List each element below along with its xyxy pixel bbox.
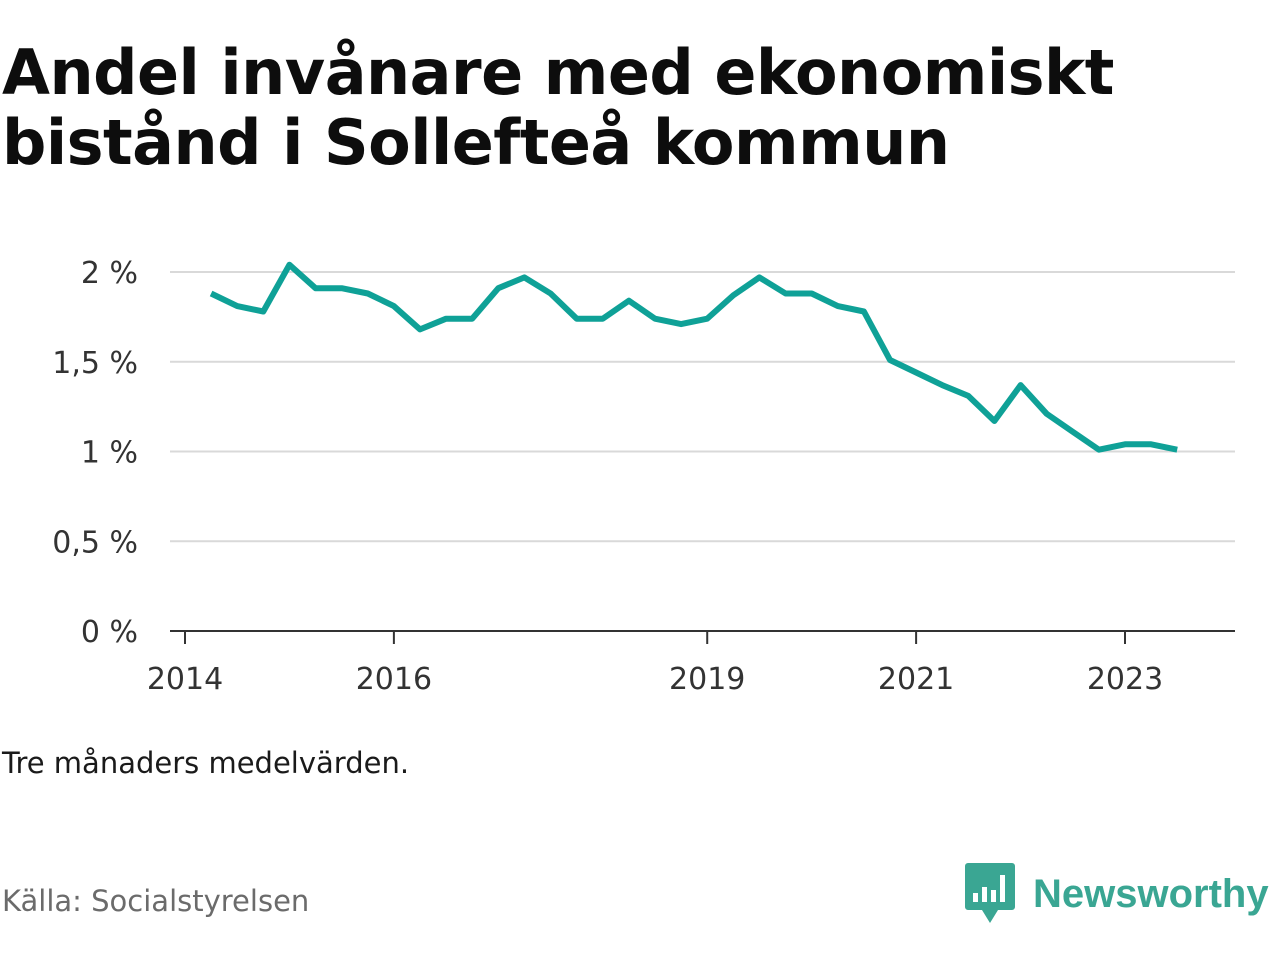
- series-line: [209, 261, 1178, 453]
- y-tick-label: 2 %: [81, 256, 138, 291]
- data-point: [495, 285, 501, 291]
- data-point: [835, 303, 841, 309]
- data-point: [887, 357, 893, 363]
- data-point: [704, 316, 710, 322]
- y-tick-label: 0 %: [81, 615, 138, 650]
- y-tick-label: 1,5 %: [52, 346, 138, 381]
- data-point: [809, 291, 815, 297]
- data-point: [626, 298, 632, 304]
- data-point: [260, 308, 266, 314]
- gridlines: [170, 271, 1235, 543]
- data-point: [1122, 441, 1128, 447]
- data-point: [1148, 441, 1154, 447]
- data-point: [652, 316, 658, 322]
- data-point: [678, 321, 684, 327]
- data-point: [391, 303, 397, 309]
- data-point: [1070, 429, 1076, 435]
- y-tick-label: 1 %: [81, 436, 138, 471]
- y-axis-ticks: 0 % 0,5 % 1 % 1,5 % 2 %: [52, 256, 138, 650]
- newsworthy-logo-icon: [965, 863, 1015, 923]
- x-tick-label: 2016: [356, 662, 432, 697]
- chart-title: Andel invånare med ekonomiskt bistånd i …: [2, 36, 1114, 179]
- data-point: [339, 285, 345, 291]
- data-point: [365, 291, 371, 297]
- brand-name: Newsworthy: [1033, 872, 1269, 916]
- data-point: [313, 285, 319, 291]
- x-axis-ticks: 2014 2016 2019 2021 2023: [147, 631, 1163, 697]
- series-lines: [208, 261, 1180, 453]
- y-tick-label: 0,5 %: [52, 525, 138, 560]
- chart-note: Tre månaders medelvärden.: [2, 746, 410, 780]
- data-point: [1174, 447, 1180, 453]
- data-point: [469, 316, 475, 322]
- data-point: [286, 262, 292, 268]
- data-point: [208, 291, 214, 297]
- data-point: [1018, 382, 1024, 388]
- source-credit: Källa: Socialstyrelsen: [2, 884, 310, 918]
- data-point: [939, 382, 945, 388]
- brand-logo[interactable]: Newsworthy: [965, 862, 1269, 926]
- x-tick-label: 2023: [1087, 662, 1163, 697]
- data-point: [521, 274, 527, 280]
- data-point: [756, 274, 762, 280]
- data-point: [574, 316, 580, 322]
- data-point: [913, 370, 919, 376]
- x-tick-label: 2019: [669, 662, 745, 697]
- data-point: [1044, 411, 1050, 417]
- data-point: [730, 292, 736, 298]
- data-point: [417, 326, 423, 332]
- x-tick-label: 2014: [147, 662, 223, 697]
- data-point: [1096, 447, 1102, 453]
- data-point: [861, 308, 867, 314]
- data-point: [783, 291, 789, 297]
- data-point: [600, 316, 606, 322]
- data-point: [991, 418, 997, 424]
- data-point: [965, 393, 971, 399]
- data-point: [548, 291, 554, 297]
- data-point: [443, 316, 449, 322]
- data-point: [234, 303, 240, 309]
- x-tick-label: 2021: [878, 662, 954, 697]
